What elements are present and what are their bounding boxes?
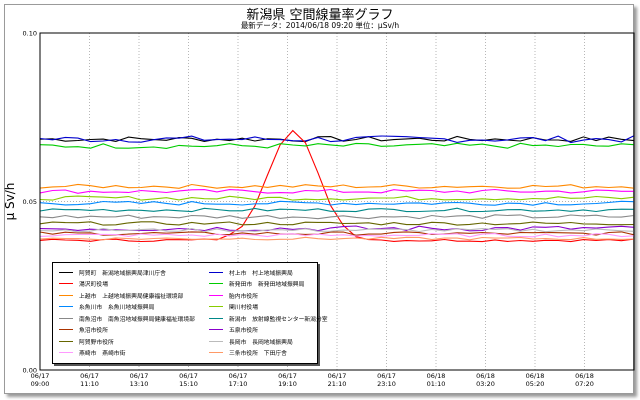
- series-line: [39, 221, 635, 226]
- x-tick-date: 06/17: [278, 372, 297, 380]
- x-tick-time: 09:00: [31, 380, 50, 388]
- legend-label: 阿賀町 新潟地域振興局津川庁舎: [79, 270, 166, 277]
- x-tick-time: 21:10: [328, 380, 347, 388]
- legend-swatch: [59, 329, 73, 330]
- series-line: [39, 195, 635, 201]
- legend-swatch: [209, 329, 223, 330]
- legend-item: 三条市役所 下田庁舎: [209, 348, 287, 358]
- legend-swatch: [59, 317, 73, 319]
- series-line: [39, 228, 635, 233]
- legend-item: 五泉市役所: [209, 325, 258, 335]
- series-line: [39, 135, 635, 144]
- x-tick-date: 06/17: [179, 372, 198, 380]
- legend-label: 糸魚川市 糸魚川地域振興局: [79, 305, 155, 311]
- legend-swatch: [209, 340, 223, 342]
- series-line: [39, 142, 635, 149]
- x-tick-time: 01:10: [427, 380, 446, 388]
- legend-item: 胎内市役所: [209, 290, 258, 300]
- legend-label: 湯沢町役場: [79, 282, 108, 288]
- legend-swatch: [209, 271, 223, 273]
- legend-swatch: [59, 306, 73, 307]
- x-tick-date: 06/17: [229, 372, 248, 380]
- legend-label: 三条市役所 下田庁舎: [229, 351, 287, 357]
- x-tick-date: 06/17: [328, 372, 347, 380]
- plot-border: [39, 32, 635, 371]
- legend-swatch: [209, 294, 223, 296]
- legend-swatch: [59, 294, 73, 296]
- x-tick-date: 06/17: [80, 372, 99, 380]
- legend-label: 胎内市役所: [229, 293, 258, 300]
- x-tick-time: 05:20: [526, 380, 545, 388]
- x-tick-time: 19:10: [278, 380, 297, 388]
- axes: 0.000.050.10μ Sv/h06/1709:0006/1711:1006…: [3, 30, 635, 388]
- legend-label: 長岡市 長岡地域振興局: [229, 339, 293, 346]
- legend-item: 湯沢町役場: [59, 279, 108, 289]
- y-tick-label: 0.10: [23, 30, 37, 38]
- series-lines: [39, 129, 635, 243]
- legend-item: 新潟市 放射線監視センター新潟分室: [209, 313, 328, 323]
- chart-title: 新潟県 空間線量率グラフ: [246, 8, 394, 23]
- legend-item: 魚沼市役所: [59, 325, 108, 335]
- legend-swatch: [59, 352, 73, 353]
- series-line: [39, 188, 634, 194]
- legend-item: 阿賀町 新潟地域振興局津川庁舎: [59, 267, 166, 277]
- x-tick-time: 13:10: [130, 380, 149, 388]
- y-tick-label: 0.05: [23, 198, 37, 206]
- x-tick-date: 06/18: [575, 372, 594, 380]
- legend-label: 南魚沼市 南魚沼地域振興局健康福祉環境部: [79, 316, 195, 323]
- legend-label: 新発田市 新発田地域振興局: [229, 282, 305, 288]
- legend-label: 五泉市役所: [229, 328, 258, 334]
- x-tick-date: 06/18: [427, 372, 446, 380]
- series-line: [39, 207, 635, 213]
- y-axis-label: μ Sv/h: [3, 183, 17, 221]
- x-tick-time: 23:10: [377, 380, 396, 388]
- x-tick-time: 03:20: [476, 380, 495, 388]
- legend-swatch: [59, 271, 73, 273]
- series-line: [39, 231, 635, 236]
- legend-item: 阿賀野市役所: [59, 336, 114, 346]
- series-line: [39, 225, 635, 232]
- x-tick-date: 06/17: [31, 372, 50, 380]
- chart-subtitle: 最新データ：2014/06/18 09:20 単位：μSv/h: [240, 21, 400, 30]
- legend-item: 上越市 上越地域振興局健康福祉環境部: [59, 290, 183, 300]
- legend-item: 燕崎市 燕崎市街: [59, 348, 125, 358]
- x-tick-date: 06/18: [526, 372, 545, 380]
- legend-item: 関川村役場: [209, 302, 258, 312]
- legend-label: 関川村役場: [229, 305, 258, 311]
- legend-swatch: [209, 283, 223, 284]
- legend-item: 南魚沼市 南魚沼地域振興局健康福祉環境部: [59, 313, 195, 323]
- legend-label: 魚沼市役所: [79, 328, 108, 334]
- x-tick-time: 11:10: [80, 380, 99, 388]
- legend-swatch: [59, 283, 73, 284]
- legend-swatch: [209, 317, 223, 319]
- series-line: [39, 236, 635, 241]
- legend-item: 村上市 村上地域振興局: [209, 267, 293, 277]
- x-tick-date: 06/17: [377, 372, 396, 380]
- x-tick-time: 15:10: [179, 380, 198, 388]
- y-tick-label: 0.00: [23, 367, 37, 375]
- legend-item: 糸魚川市 糸魚川地域振興局: [59, 302, 154, 312]
- series-line: [39, 129, 635, 243]
- x-tick-date: 06/18: [476, 372, 495, 380]
- legend-label: 上越市 上越地域振興局健康福祉環境部: [79, 293, 184, 300]
- legend-swatch: [209, 352, 223, 353]
- legend: 阿賀町 新潟地域振興局津川庁舎 村上市 村上地域振興局湯沢町役場 新発田市 新発田地…: [52, 262, 328, 364]
- x-tick-date: 06/17: [130, 372, 149, 380]
- series-line: [39, 214, 635, 220]
- series-line: [39, 200, 635, 206]
- legend-label: 燕崎市 燕崎市街: [79, 351, 126, 357]
- series-line: [39, 183, 635, 189]
- legend-label: 村上市 村上地域振興局: [229, 270, 293, 277]
- x-tick-time: 17:10: [229, 380, 248, 388]
- x-tick-time: 07:20: [575, 380, 594, 388]
- legend-swatch: [59, 340, 73, 342]
- legend-label: 新潟市 放射線監視センター新潟分室: [229, 316, 328, 323]
- legend-item: 新発田市 新発田地域振興局: [209, 279, 304, 289]
- legend-item: 長岡市 長岡地域振興局: [209, 336, 293, 346]
- legend-label: 阿賀野市役所: [79, 339, 114, 346]
- series-line: [39, 233, 635, 238]
- legend-swatch: [209, 306, 223, 307]
